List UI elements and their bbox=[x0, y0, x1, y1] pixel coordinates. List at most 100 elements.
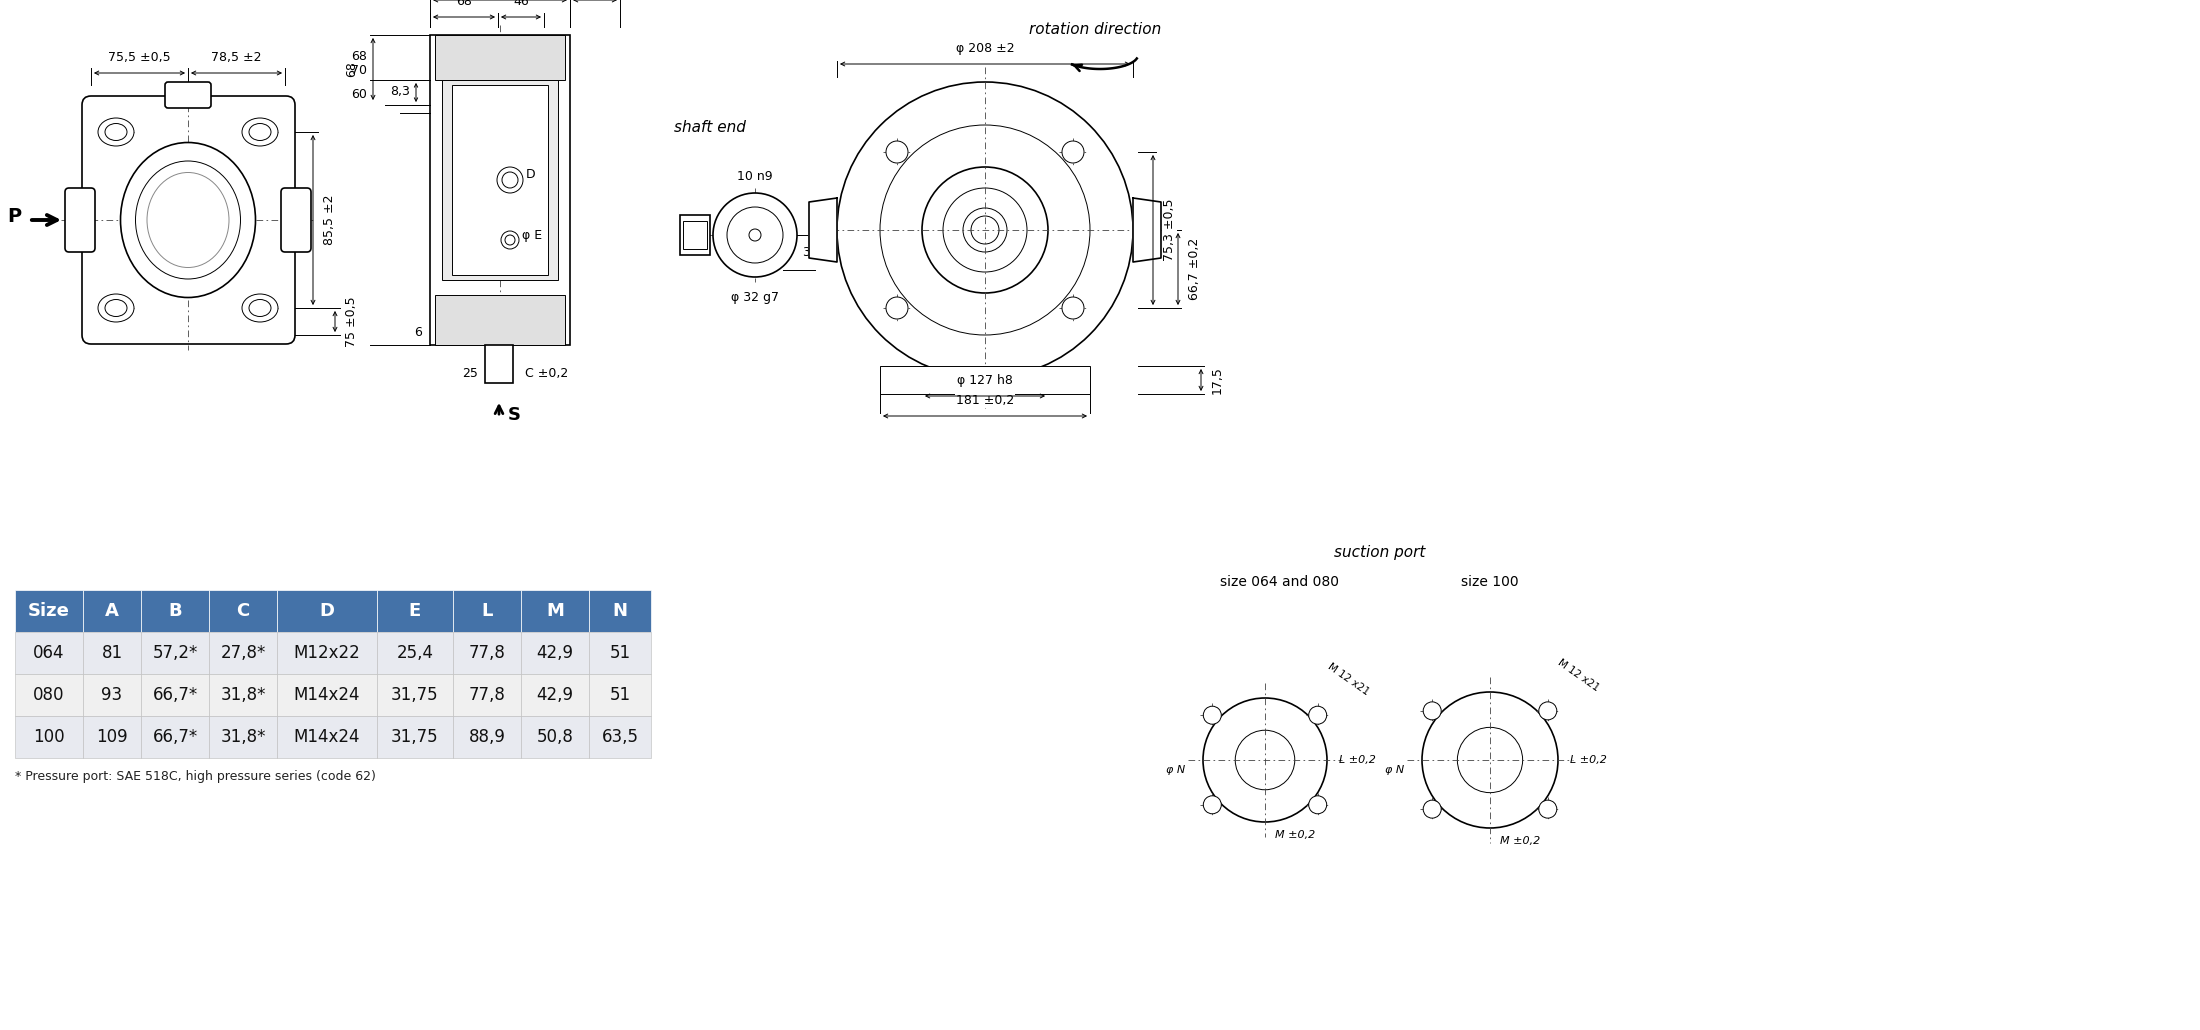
Circle shape bbox=[887, 141, 909, 163]
Text: M 12 x21: M 12 x21 bbox=[1327, 661, 1371, 697]
Text: 27,8*: 27,8* bbox=[220, 644, 266, 662]
Text: 81: 81 bbox=[101, 644, 123, 662]
Bar bbox=[141, 674, 209, 716]
Circle shape bbox=[887, 297, 909, 319]
Ellipse shape bbox=[106, 124, 128, 140]
Text: 75 ±0,5: 75 ±0,5 bbox=[345, 297, 359, 347]
Text: E: E bbox=[409, 602, 420, 620]
FancyBboxPatch shape bbox=[66, 188, 95, 252]
Bar bbox=[453, 674, 521, 716]
Text: 75,5 ±0,5: 75,5 ±0,5 bbox=[108, 52, 172, 64]
Bar bbox=[209, 590, 277, 632]
Text: 109: 109 bbox=[97, 728, 128, 746]
Text: 88,9: 88,9 bbox=[469, 728, 506, 746]
Text: 31,75: 31,75 bbox=[392, 686, 438, 703]
Text: M ±0,2: M ±0,2 bbox=[1500, 836, 1540, 846]
Text: M ±0,2: M ±0,2 bbox=[1276, 830, 1316, 840]
Text: 51: 51 bbox=[609, 686, 631, 703]
Bar bbox=[376, 590, 453, 632]
Ellipse shape bbox=[99, 118, 134, 146]
Circle shape bbox=[1203, 707, 1221, 724]
Bar bbox=[84, 716, 141, 758]
Circle shape bbox=[506, 235, 515, 245]
Text: L ±0,2: L ±0,2 bbox=[1571, 755, 1606, 765]
Bar bbox=[521, 632, 590, 674]
Bar bbox=[277, 674, 376, 716]
Bar bbox=[484, 345, 513, 383]
Text: φ N: φ N bbox=[1166, 765, 1186, 775]
Ellipse shape bbox=[136, 161, 240, 279]
Bar bbox=[277, 632, 376, 674]
Text: M14x24: M14x24 bbox=[295, 728, 361, 746]
Circle shape bbox=[922, 167, 1047, 293]
Text: C ±0,2: C ±0,2 bbox=[526, 367, 568, 380]
Text: 60: 60 bbox=[352, 89, 367, 102]
Circle shape bbox=[1421, 692, 1558, 828]
Bar bbox=[141, 632, 209, 674]
Bar bbox=[453, 632, 521, 674]
Text: 35: 35 bbox=[803, 246, 818, 260]
Text: 42,9: 42,9 bbox=[537, 686, 574, 703]
Circle shape bbox=[1456, 727, 1522, 793]
Bar bbox=[15, 674, 84, 716]
Ellipse shape bbox=[242, 294, 277, 322]
Circle shape bbox=[1423, 701, 1441, 720]
Text: size 064 and 080: size 064 and 080 bbox=[1221, 575, 1340, 589]
Circle shape bbox=[964, 208, 1008, 252]
Bar bbox=[376, 674, 453, 716]
Circle shape bbox=[748, 229, 761, 241]
Text: 66,7 ±0,2: 66,7 ±0,2 bbox=[1188, 238, 1201, 300]
Bar bbox=[590, 590, 651, 632]
Circle shape bbox=[497, 167, 524, 193]
Bar bbox=[436, 35, 565, 80]
Polygon shape bbox=[1133, 198, 1162, 262]
Bar bbox=[590, 716, 651, 758]
Circle shape bbox=[1063, 297, 1085, 319]
Bar bbox=[141, 590, 209, 632]
Bar bbox=[277, 590, 376, 632]
Circle shape bbox=[502, 231, 519, 249]
Text: M: M bbox=[546, 602, 563, 620]
Text: 85,5 ±2: 85,5 ±2 bbox=[323, 195, 337, 245]
Bar bbox=[209, 632, 277, 674]
Polygon shape bbox=[810, 198, 836, 262]
Text: L: L bbox=[482, 602, 493, 620]
Bar bbox=[15, 590, 84, 632]
Circle shape bbox=[1203, 796, 1221, 814]
Circle shape bbox=[502, 172, 517, 188]
Text: 68: 68 bbox=[455, 0, 473, 8]
Bar bbox=[521, 674, 590, 716]
Bar bbox=[521, 590, 590, 632]
Circle shape bbox=[1309, 796, 1327, 814]
Text: 17,5: 17,5 bbox=[1210, 366, 1223, 393]
Bar bbox=[680, 215, 711, 255]
Bar bbox=[453, 590, 521, 632]
Text: A: A bbox=[106, 602, 119, 620]
FancyBboxPatch shape bbox=[165, 82, 211, 108]
Text: rotation direction: rotation direction bbox=[1030, 22, 1162, 37]
Text: φ 32 g7: φ 32 g7 bbox=[730, 291, 779, 304]
Text: P: P bbox=[7, 207, 22, 227]
Bar bbox=[521, 716, 590, 758]
Ellipse shape bbox=[249, 124, 271, 140]
Bar bbox=[442, 80, 559, 280]
Bar bbox=[15, 632, 84, 674]
Text: size 100: size 100 bbox=[1461, 575, 1518, 589]
Circle shape bbox=[1063, 141, 1085, 163]
Text: suction port: suction port bbox=[1335, 545, 1426, 560]
Bar bbox=[590, 674, 651, 716]
Circle shape bbox=[944, 188, 1027, 272]
Bar bbox=[682, 221, 706, 249]
Text: 31,8*: 31,8* bbox=[220, 686, 266, 703]
Ellipse shape bbox=[249, 300, 271, 316]
Text: D: D bbox=[526, 168, 535, 180]
Text: L ±0,2: L ±0,2 bbox=[1340, 755, 1375, 765]
Bar bbox=[376, 716, 453, 758]
Text: C: C bbox=[235, 602, 249, 620]
Text: 100: 100 bbox=[33, 728, 64, 746]
Circle shape bbox=[880, 125, 1089, 335]
Text: 66,7*: 66,7* bbox=[152, 686, 198, 703]
Text: 42,9: 42,9 bbox=[537, 644, 574, 662]
Bar bbox=[453, 716, 521, 758]
Text: φ 208 ±2: φ 208 ±2 bbox=[955, 42, 1014, 55]
